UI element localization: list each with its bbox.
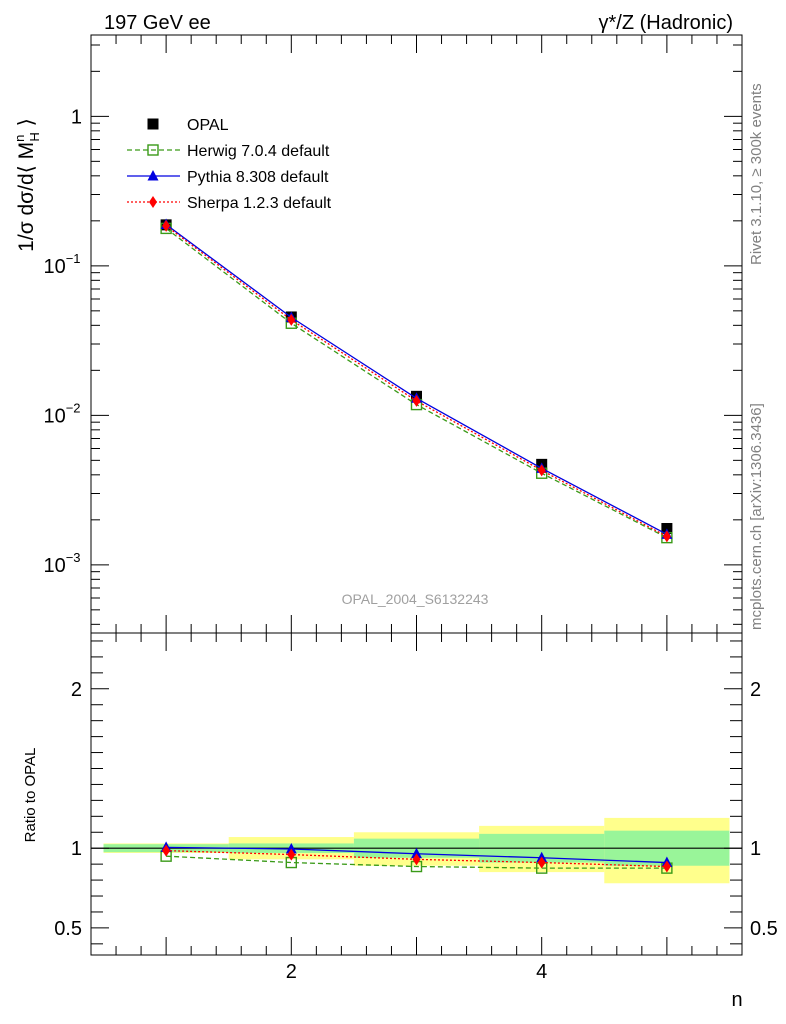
data-point bbox=[287, 848, 296, 861]
ratio-panel: 2 4 0.5 0.5 1 1 2 2 Ratio to OPAL n bbox=[22, 632, 778, 1011]
y-tick-label: 0.5 bbox=[54, 918, 82, 940]
y-tick-label: 2 bbox=[71, 679, 82, 701]
header-right: γ*/Z (Hadronic) bbox=[599, 12, 733, 34]
ratio-xlabel: n bbox=[731, 989, 742, 1011]
y-tick-label: 10−1 bbox=[43, 251, 80, 278]
header-left: 197 GeV ee bbox=[104, 12, 211, 34]
y-tick-label-right: 2 bbox=[750, 679, 761, 701]
legend-label: Pythia 8.308 default bbox=[187, 169, 329, 186]
series-herwig bbox=[160, 222, 673, 544]
series-line bbox=[166, 855, 667, 869]
data-point bbox=[411, 847, 422, 859]
y-tick-label-right: 1 bbox=[750, 838, 761, 860]
x-tick-label: 2 bbox=[286, 961, 297, 983]
ratio-series-sherpa bbox=[162, 844, 671, 873]
y-tick-label-right: 0.5 bbox=[750, 918, 778, 940]
ratio-ylabel: Ratio to OPAL bbox=[22, 748, 39, 843]
series-opal bbox=[160, 219, 673, 535]
y-tick-label: 1 bbox=[71, 838, 82, 860]
legend-label: OPAL bbox=[187, 117, 229, 134]
data-point bbox=[662, 530, 671, 543]
series-pythia bbox=[160, 218, 673, 539]
ratio-frame bbox=[90, 632, 743, 956]
data-point bbox=[162, 219, 171, 232]
data-point bbox=[147, 170, 159, 181]
y-tick-label: 10−3 bbox=[43, 550, 80, 577]
y-tick-label: 1 bbox=[71, 106, 82, 128]
legend-item: Sherpa 1.2.3 default bbox=[127, 195, 332, 212]
legend-item: OPAL bbox=[147, 117, 229, 134]
data-point bbox=[537, 856, 546, 869]
y-tick-label: 10−2 bbox=[43, 400, 80, 427]
series-line bbox=[165, 223, 668, 535]
data-point bbox=[412, 394, 421, 407]
x-tick-label: 4 bbox=[536, 961, 547, 983]
series-sherpa bbox=[162, 219, 671, 543]
legend-item: Pythia 8.308 default bbox=[127, 169, 329, 186]
watermark: OPAL_2004_S6132243 bbox=[342, 591, 489, 607]
data-point bbox=[537, 464, 546, 477]
data-point bbox=[147, 118, 159, 130]
main-panel: 1 10−1 10−2 10−3 OPAL_2004_S6132243 1/σ dσ/… bbox=[12, 34, 743, 634]
series-line bbox=[165, 225, 668, 537]
data-point bbox=[285, 842, 297, 854]
data-point bbox=[412, 853, 421, 866]
rivet-label: Rivet 3.1.10, ≥ 300k events bbox=[748, 83, 765, 265]
mcplots-label: mcplots.cern.ch [arXiv:1306.3436] bbox=[748, 403, 765, 630]
data-point bbox=[162, 844, 171, 857]
data-point bbox=[662, 860, 671, 873]
legend-label: Herwig 7.0.4 default bbox=[187, 143, 330, 160]
main-ylabel: 1/σ dσ/d⟨ MnH ⟩ bbox=[12, 118, 42, 252]
legend: OPAL Herwig 7.0.4 default Pythia 8.308 def… bbox=[127, 117, 332, 212]
series-line bbox=[166, 849, 667, 868]
data-point bbox=[147, 144, 159, 156]
series-line bbox=[165, 227, 668, 539]
legend-item: Herwig 7.0.4 default bbox=[127, 143, 330, 160]
legend-label: Sherpa 1.2.3 default bbox=[187, 195, 332, 212]
data-point bbox=[149, 196, 157, 208]
data-point bbox=[287, 313, 296, 326]
